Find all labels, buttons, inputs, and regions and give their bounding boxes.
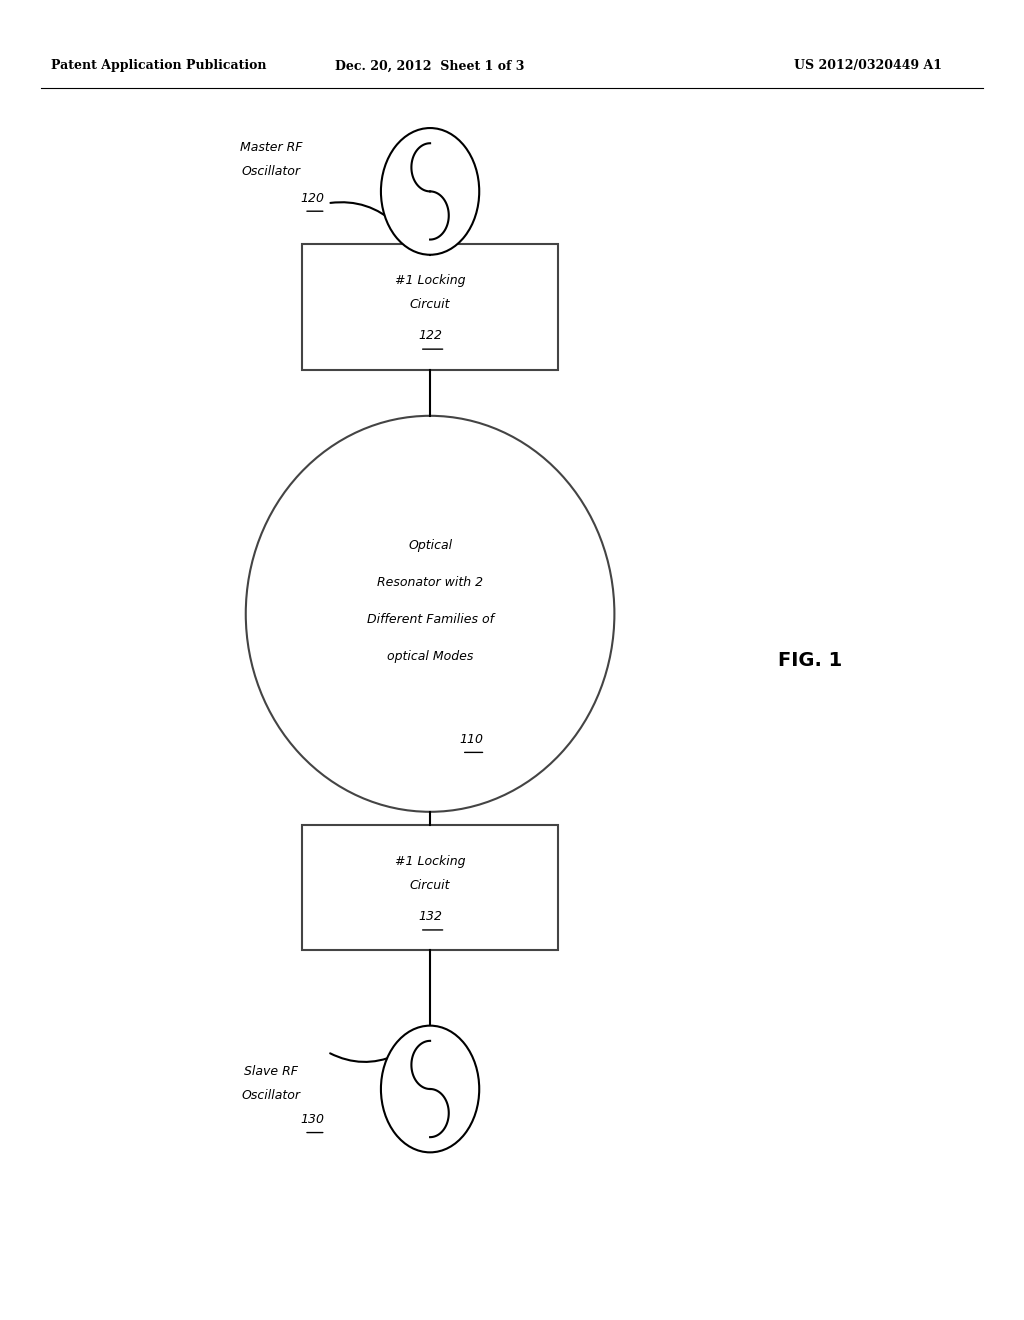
Text: Optical: Optical xyxy=(408,539,453,552)
Text: FIG. 1: FIG. 1 xyxy=(778,651,843,669)
Text: Dec. 20, 2012  Sheet 1 of 3: Dec. 20, 2012 Sheet 1 of 3 xyxy=(336,59,524,73)
Text: 132: 132 xyxy=(418,911,442,923)
Text: optical Modes: optical Modes xyxy=(387,649,473,663)
FancyBboxPatch shape xyxy=(302,244,558,370)
Text: 130: 130 xyxy=(300,1113,325,1126)
Circle shape xyxy=(381,1026,479,1152)
Circle shape xyxy=(381,128,479,255)
Text: Circuit: Circuit xyxy=(410,298,451,310)
Text: 122: 122 xyxy=(418,330,442,342)
Text: Oscillator: Oscillator xyxy=(242,165,301,178)
Text: Oscillator: Oscillator xyxy=(242,1089,301,1102)
Text: Patent Application Publication: Patent Application Publication xyxy=(51,59,266,73)
Text: Resonator with 2: Resonator with 2 xyxy=(377,576,483,589)
Text: 120: 120 xyxy=(300,191,325,205)
Text: 110: 110 xyxy=(459,733,483,746)
Text: Master RF: Master RF xyxy=(240,141,303,154)
Text: #1 Locking: #1 Locking xyxy=(395,275,465,286)
Text: Slave RF: Slave RF xyxy=(245,1065,298,1078)
Text: US 2012/0320449 A1: US 2012/0320449 A1 xyxy=(794,59,942,73)
Text: #1 Locking: #1 Locking xyxy=(395,855,465,867)
Text: Circuit: Circuit xyxy=(410,879,451,891)
Text: Different Families of: Different Families of xyxy=(367,612,494,626)
FancyBboxPatch shape xyxy=(302,825,558,950)
